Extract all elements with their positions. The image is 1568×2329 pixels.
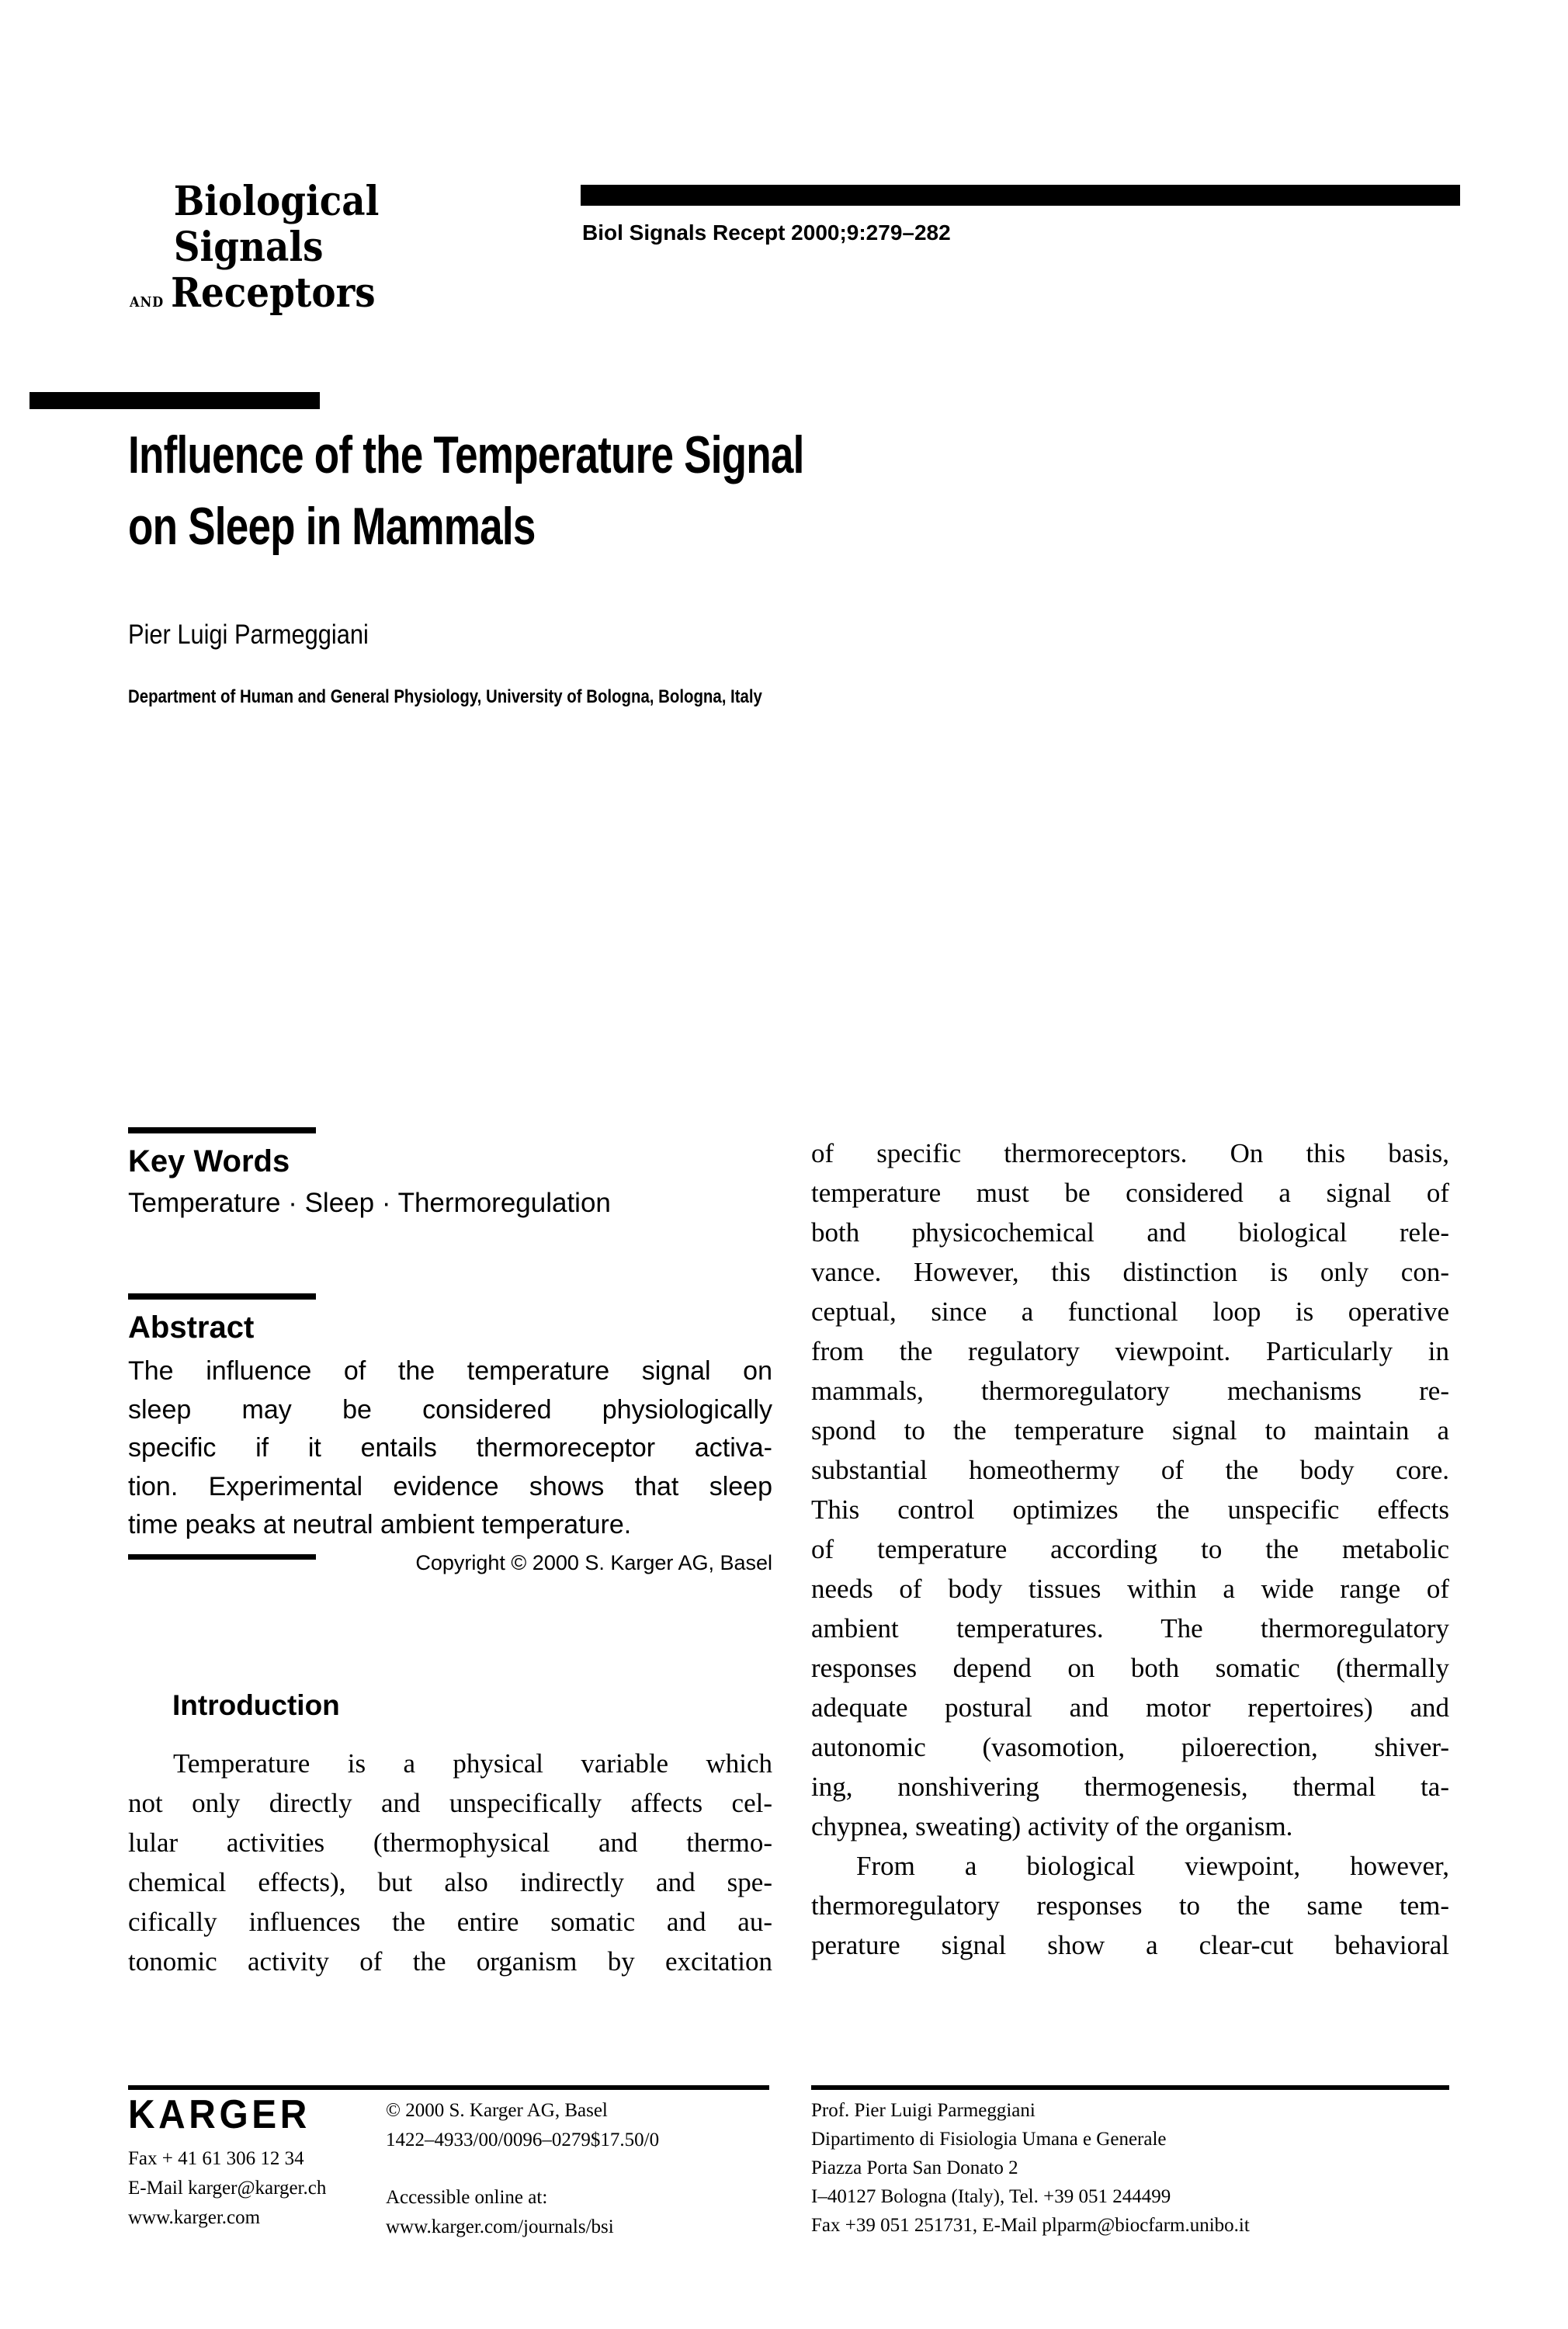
publisher-copyright: © 2000 S. Karger AG, Basel [386,2100,608,2121]
keywords-rule [128,1127,316,1133]
text-line: responses depend on both somatic (therma… [811,1653,1449,1683]
correspondence-block: Prof. Pier Luigi Parmeggiani Dipartiment… [811,2096,1250,2240]
footer-rule-right [811,2085,1449,2090]
online-access-block: Accessible online at: www.karger.com/jou… [386,2183,614,2242]
text-line: ing, nonshivering thermogenesis, thermal… [811,1772,1449,1802]
introduction-body: Temperature is a physical variable which… [128,1744,772,1981]
text-line: mammals, thermoregulatory mechanisms re- [811,1376,1449,1406]
copyright-line: Copyright © 2000 S. Karger AG, Basel [415,1551,772,1574]
correspondence-line: I–40127 Bologna (Italy), Tel. +39 051 24… [811,2186,1171,2207]
right-column-body: of specific thermoreceptors. On this bas… [811,1133,1449,1965]
text-line: adequate postural and motor repertoires)… [811,1692,1449,1723]
text-line: from the regulatory viewpoint. Particula… [811,1336,1449,1366]
publisher-fax: Fax + 41 61 306 12 34 [128,2148,304,2169]
journal-citation: Biol Signals Recept 2000;9:279–282 [582,220,951,245]
page-title: Influence of the Temperature Signal on S… [128,419,804,562]
text-line: ceptual, since a functional loop is oper… [811,1296,1449,1327]
introduction-heading: Introduction [172,1689,340,1721]
journal-logo-receptors: Receptors [171,269,376,317]
text-line: Temperature is a physical variable which [173,1748,772,1779]
publisher-email: E-Mail karger@karger.ch [128,2178,327,2199]
text-line: From a biological viewpoint, however, [856,1851,1449,1881]
text-line: specific if it entails thermoreceptor ac… [128,1433,772,1463]
text-line: spond to the temperature signal to maint… [811,1415,1449,1446]
footer-rule-left [128,2085,769,2090]
text-line: chemical effects), but also indirectly a… [128,1867,772,1897]
text-line: both physicochemical and biological rele… [811,1217,1449,1248]
correspondence-line: Piazza Porta San Donato 2 [811,2157,1018,2178]
page-title-line2: on Sleep in Mammals [128,497,536,556]
journal-logo-and: and [130,289,165,312]
text-line: time peaks at neutral ambient temperatur… [128,1510,632,1539]
accessible-online-label: Accessible online at: [386,2187,548,2208]
text-line: temperature must be considered a signal … [811,1178,1449,1208]
abstract-rule [128,1293,316,1300]
publisher-contact-block: Fax + 41 61 306 12 34 E-Mail karger@karg… [128,2144,326,2233]
text-line: vance. However, this distinction is only… [811,1257,1449,1287]
text-line: not only directly and unspecifically aff… [128,1788,772,1818]
page-title-line1: Influence of the Temperature Signal [128,425,804,484]
text-line: The influence of the temperature signal … [128,1356,772,1386]
journal-logo-line: and Receptors [130,270,379,324]
text-line: ambient temperatures. The thermoregulato… [811,1613,1449,1643]
title-rule [29,392,320,409]
text-line: autonomic (vasomotion, piloerection, shi… [811,1732,1449,1762]
text-line: cifically influences the entire somatic … [128,1907,772,1937]
text-line: needs of body tissues within a wide rang… [811,1574,1449,1604]
journal-logo: Biological Signals and Receptors [130,179,379,324]
author-affiliation: Department of Human and General Physiolo… [128,686,762,707]
abstract-body: The influence of the temperature signal … [128,1352,772,1545]
publisher-website: www.karger.com [128,2207,261,2228]
text-line: perature signal show a clear-cut behavio… [811,1930,1449,1960]
text-line: of temperature according to the metaboli… [811,1534,1449,1564]
karger-logo: KARGER [128,2092,310,2137]
journal-online-url: www.karger.com/journals/bsi [386,2216,614,2237]
text-line: substantial homeothermy of the body core… [811,1455,1449,1485]
publisher-issn-code: 1422–4933/00/0096–0279$17.50/0 [386,2129,660,2150]
text-line: tonomic activity of the organism by exci… [128,1946,772,1977]
rights-block: © 2000 S. Karger AG, Basel 1422–4933/00/… [386,2096,659,2155]
correspondence-line: Prof. Pier Luigi Parmeggiani [811,2100,1036,2121]
text-line: chypnea, sweating) activity of the organ… [811,1811,1293,1841]
text-line: thermoregulatory responses to the same t… [811,1890,1449,1921]
keywords-list: Temperature · Sleep · Thermoregulation [128,1188,611,1218]
abstract-heading: Abstract [128,1310,255,1345]
header-bar [581,185,1460,206]
text-line: tion. Experimental evidence shows that s… [128,1471,772,1501]
journal-logo-line: Signals [173,224,324,271]
text-line: lular activities (thermophysical and the… [128,1827,772,1858]
text-line: of specific thermoreceptors. On this bas… [811,1138,1449,1168]
correspondence-line: Dipartimento di Fisiologia Umana e Gener… [811,2129,1167,2150]
author-name: Pier Luigi Parmeggiani [128,620,369,650]
abstract-end-rule [128,1554,316,1560]
text-line: sleep may be considered physiologically [128,1394,772,1425]
journal-logo-line: Biological [173,178,380,225]
keywords-heading: Key Words [128,1144,290,1178]
text-line: This control optimizes the unspecific ef… [811,1494,1449,1525]
correspondence-line: Fax +39 051 251731, E-Mail plparm@biocfa… [811,2215,1250,2236]
